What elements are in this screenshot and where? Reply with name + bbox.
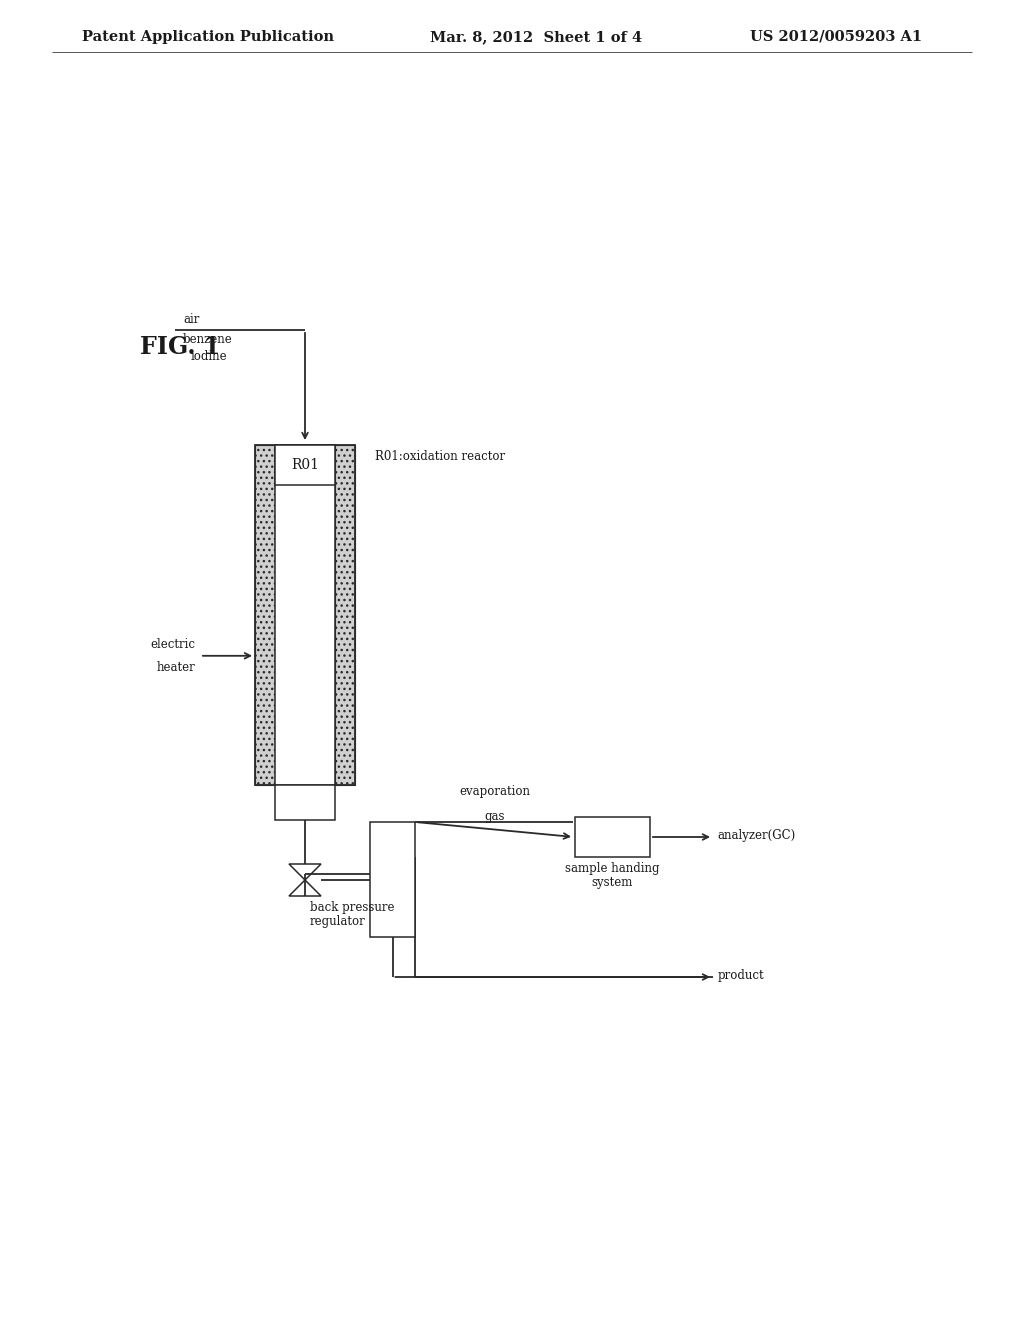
Bar <box>275 445 335 484</box>
Text: R01: R01 <box>291 458 319 473</box>
Bar <box>370 822 415 937</box>
Bar <box>255 445 275 785</box>
Text: system: system <box>592 876 633 888</box>
Text: benzene: benzene <box>183 333 232 346</box>
Text: electric: electric <box>150 638 195 651</box>
Text: back pressure: back pressure <box>310 902 394 913</box>
Bar <box>575 817 650 857</box>
Bar <box>335 445 355 785</box>
Text: heater: heater <box>157 661 195 673</box>
Text: US 2012/0059203 A1: US 2012/0059203 A1 <box>750 30 923 44</box>
Text: gas: gas <box>484 810 505 822</box>
Text: air: air <box>183 313 200 326</box>
Text: R01:oxidation reactor: R01:oxidation reactor <box>375 450 505 463</box>
Text: evaporation: evaporation <box>460 785 530 799</box>
Text: Patent Application Publication: Patent Application Publication <box>82 30 334 44</box>
Text: product: product <box>718 969 765 982</box>
Text: regulator: regulator <box>310 915 366 928</box>
Bar <box>255 445 355 785</box>
Text: FIG. 1: FIG. 1 <box>140 335 220 359</box>
Text: analyzer(GC): analyzer(GC) <box>717 829 796 842</box>
Bar <box>275 785 335 820</box>
Text: Mar. 8, 2012  Sheet 1 of 4: Mar. 8, 2012 Sheet 1 of 4 <box>430 30 642 44</box>
Bar <box>275 445 335 785</box>
Text: sample handing: sample handing <box>565 862 659 875</box>
Text: iodine: iodine <box>191 350 227 363</box>
